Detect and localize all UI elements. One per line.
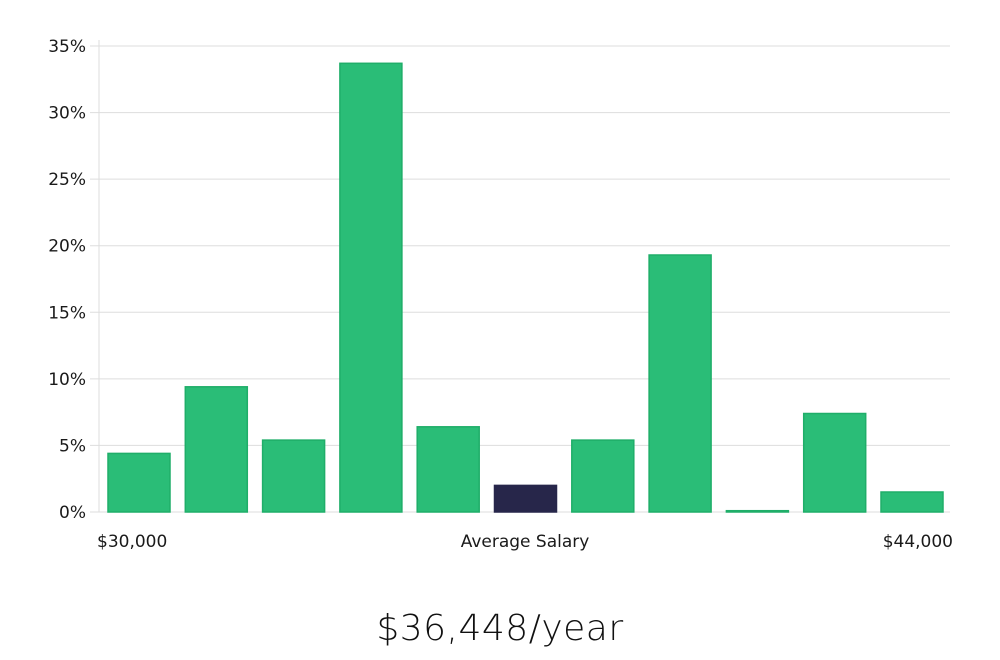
- y-tick-label: 30%: [48, 104, 86, 124]
- average-salary-value: $36,448/year: [376, 608, 624, 649]
- y-tick-label: 20%: [48, 237, 86, 257]
- bar: [571, 439, 635, 513]
- bar: [648, 254, 712, 513]
- bar: [725, 509, 790, 513]
- y-tick-label: 15%: [48, 303, 86, 323]
- bar: [416, 426, 480, 513]
- bars: [107, 62, 944, 513]
- x-axis-title: Average Salary: [461, 532, 590, 552]
- bar: [802, 412, 867, 513]
- bar: [261, 439, 326, 513]
- x-axis-max-label: $44,000: [883, 532, 953, 552]
- bar: [339, 62, 403, 513]
- y-tick-label: 35%: [48, 37, 86, 57]
- y-tick-label: 10%: [48, 370, 86, 390]
- y-tick-label: 25%: [48, 170, 86, 190]
- salary-histogram: 0% 5% 10% 15% 20% 25% 30% 35% $30,000 Average S…: [48, 37, 953, 552]
- y-tick-label: 0%: [59, 503, 86, 523]
- bar: [184, 386, 249, 513]
- x-axis-min-label: $30,000: [97, 532, 167, 552]
- y-axis-labels: 0% 5% 10% 15% 20% 25% 30% 35%: [48, 37, 86, 523]
- bar: [107, 452, 171, 513]
- bar: [880, 491, 944, 513]
- bar-highlighted: [493, 484, 558, 513]
- y-tick-label: 5%: [59, 436, 86, 456]
